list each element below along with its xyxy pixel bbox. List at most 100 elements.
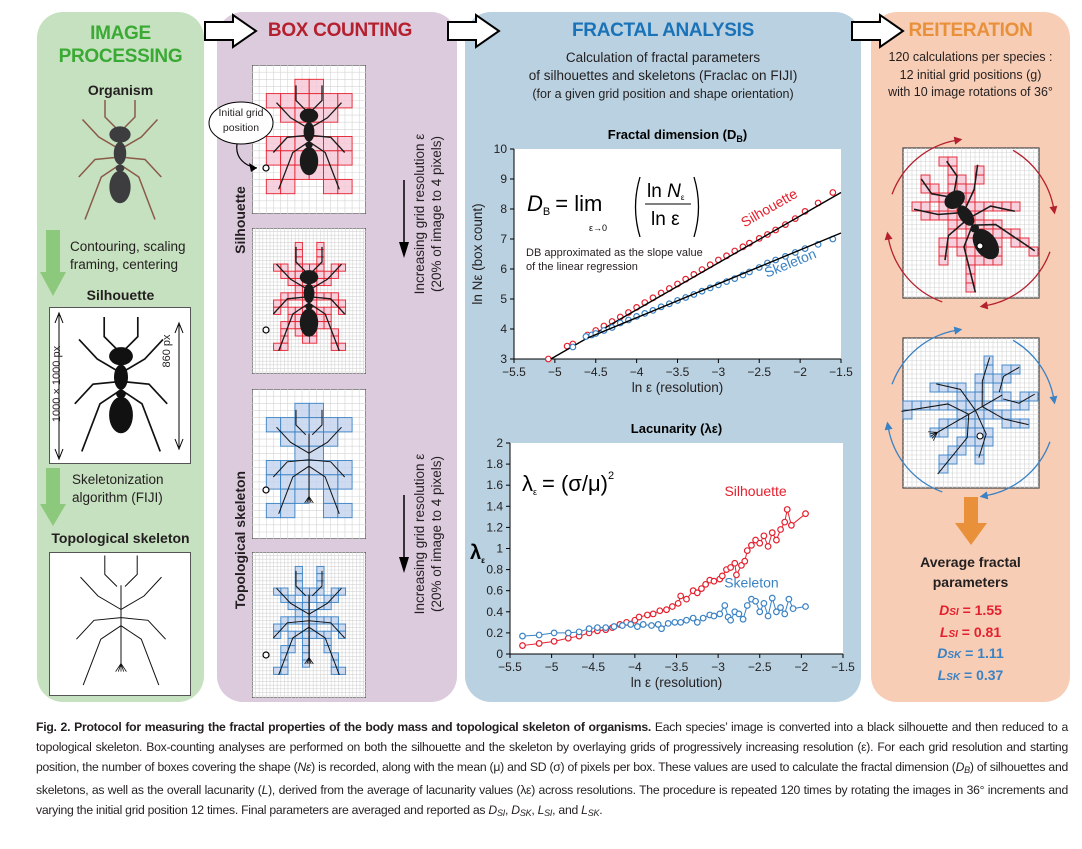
ant-leg: [308, 459, 346, 478]
ant-leg: [962, 164, 979, 213]
ant-leg: [74, 380, 122, 405]
data-point: [768, 594, 776, 602]
ant-skeleton-tip: [115, 663, 122, 672]
y-tick-label: 0.6: [486, 584, 503, 598]
counted-box: [316, 249, 325, 258]
counted-box: [983, 409, 994, 420]
counted-box: [330, 616, 339, 625]
counted-box: [337, 93, 353, 109]
results-title-line: parameters: [932, 574, 1009, 590]
description-line: Calculation of fractal parameters: [565, 50, 761, 65]
caption-text: ) of silhouettes and skeletons, as well …: [36, 760, 1068, 797]
counted-box: [902, 400, 913, 411]
data-point: [649, 610, 657, 618]
arrow-head-icon: [1049, 205, 1058, 215]
counted-box: [965, 246, 976, 257]
step-text: Contouring, scaling: [70, 239, 186, 254]
data-point: [748, 541, 755, 549]
row-label-skeleton: Topological skeleton: [232, 470, 248, 610]
ant-body-segment: [303, 122, 315, 142]
counted-box: [337, 623, 347, 632]
arrow-head-icon: [953, 326, 963, 335]
counted-box: [965, 418, 976, 429]
formula-subscript: ε: [681, 193, 685, 202]
ant-skeleton-icon: [76, 555, 166, 686]
counted-box: [294, 445, 310, 461]
data-point: [535, 631, 543, 639]
counted-box: [983, 373, 994, 384]
counted-box: [316, 263, 325, 272]
y-tick-label: 1: [496, 542, 503, 556]
caption-text: ), derived from the average of lacunarit…: [36, 783, 1068, 817]
result-item: LSI = 0.81: [871, 623, 1070, 645]
ant-leg: [82, 625, 122, 686]
caption-subscript: SI: [496, 808, 505, 818]
result-subscript: SI: [948, 628, 958, 640]
result-text: = 0.37: [960, 666, 1004, 683]
counted-box: [294, 402, 310, 419]
ant-leg: [308, 465, 340, 514]
ant-leg: [308, 620, 346, 639]
result-text: D: [939, 602, 950, 618]
ant-leg: [276, 587, 310, 615]
x-tick-label: −1.5: [829, 365, 853, 379]
result-subscript: SK: [947, 650, 962, 661]
plot-area: [510, 443, 843, 654]
skeleton-label: Topological skeleton: [51, 530, 190, 546]
ant-leg: [308, 426, 342, 454]
rotation-arrow: [891, 139, 957, 195]
results-title: Average fractal parameters: [871, 552, 1070, 592]
rotation-arrow: [985, 251, 1051, 307]
counted-box: [992, 228, 1003, 239]
ant-skeleton-tip: [308, 496, 314, 504]
counted-box: [992, 373, 1003, 384]
grid-group: [901, 337, 1040, 489]
dimension-arrow-icon: [54, 311, 64, 461]
x-axis-label: ln ε (resolution): [632, 380, 724, 395]
ant-body-segment: [114, 364, 128, 390]
ant-leg: [936, 383, 976, 411]
dimension-arrow-icon: [174, 321, 184, 451]
data-point: [643, 611, 651, 619]
down-arrow-icon: [955, 497, 987, 545]
data-point: [668, 603, 676, 610]
counted-box: [938, 255, 949, 266]
resolution-line: (20% of image to 4 pixels): [429, 455, 444, 613]
data-point: [658, 625, 665, 633]
counted-box: [273, 630, 282, 639]
ant-leg: [78, 156, 121, 178]
resolution-note-silhouette: Increasing grid resolution ε (20% of ima…: [411, 104, 445, 324]
data-point: [550, 637, 558, 645]
ant-body-segment: [299, 147, 319, 176]
x-tick-label: −3.5: [665, 660, 689, 674]
counted-box: [947, 237, 958, 248]
ant-body-segment: [303, 283, 315, 304]
lacunarity-chart: −5.5 −5 −4.5 −4 −3.5 −3 −2.5 −2 −1.5 0 0.2 0.4 0.6 0.…: [470, 421, 855, 690]
data-point: [721, 602, 729, 609]
caption-symbol: L: [261, 783, 269, 797]
ant-leg: [308, 141, 340, 190]
ant-silhouette-icon: [74, 317, 168, 452]
ant-leg: [104, 555, 118, 587]
ant-skeleton-tip: [932, 432, 938, 441]
ant-leg: [80, 576, 122, 610]
data-point: [594, 624, 601, 632]
chart-note: of the linear regression: [526, 261, 638, 273]
data-point: [689, 614, 697, 622]
y-tick-label: 1.8: [486, 457, 503, 471]
data-point: [743, 547, 751, 555]
rotation-arrow: [887, 427, 943, 493]
arrow-head-icon: [249, 163, 257, 172]
rotated-silhouette-grid: [884, 136, 1058, 310]
resolution-line: Increasing grid resolution ε: [412, 453, 427, 615]
ant-leg: [998, 366, 1020, 393]
x-tick-label: −4.5: [584, 365, 608, 379]
counted-box: [265, 502, 282, 519]
row-label-silhouette: Silhouette: [232, 186, 248, 254]
rotation-arrow: [985, 441, 1051, 497]
data-point: [731, 559, 739, 567]
formula-limit: ε→0: [589, 223, 607, 233]
data-point: [654, 621, 662, 628]
caption-subscript: SK: [587, 808, 600, 818]
counted-box: [294, 417, 310, 433]
